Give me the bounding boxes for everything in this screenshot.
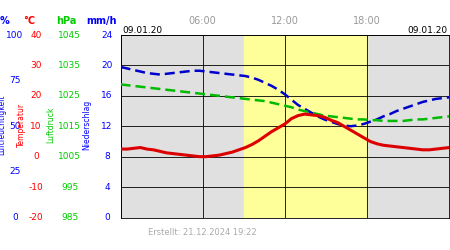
Text: Luftfeuchtigkeit: Luftfeuchtigkeit xyxy=(0,95,6,155)
Text: 995: 995 xyxy=(61,182,78,192)
Text: 09.01.20: 09.01.20 xyxy=(122,26,162,35)
Text: 1005: 1005 xyxy=(58,152,81,161)
Text: 75: 75 xyxy=(9,76,21,85)
Text: 12:00: 12:00 xyxy=(271,16,299,26)
Text: 06:00: 06:00 xyxy=(189,16,216,26)
Text: %: % xyxy=(0,16,9,26)
Text: Erstellt: 21.12.2024 19:22: Erstellt: 21.12.2024 19:22 xyxy=(148,228,257,237)
Text: -20: -20 xyxy=(29,213,43,222)
Bar xyxy=(244,35,367,218)
Text: 0: 0 xyxy=(12,213,18,222)
Text: 0: 0 xyxy=(33,152,39,161)
Text: 16: 16 xyxy=(101,91,113,100)
Text: -10: -10 xyxy=(29,182,43,192)
Text: 8: 8 xyxy=(104,152,110,161)
Text: 20: 20 xyxy=(101,61,113,70)
Text: hPa: hPa xyxy=(56,16,77,26)
Text: Niederschlag: Niederschlag xyxy=(82,100,91,150)
Text: Temperatur: Temperatur xyxy=(17,103,26,147)
Text: 09.01.20: 09.01.20 xyxy=(408,26,448,35)
Text: 985: 985 xyxy=(61,213,78,222)
Text: 24: 24 xyxy=(101,30,112,40)
Text: 25: 25 xyxy=(9,168,21,176)
Text: 1025: 1025 xyxy=(58,91,81,100)
Text: 1045: 1045 xyxy=(58,30,81,40)
Text: 0: 0 xyxy=(104,213,110,222)
Text: 1035: 1035 xyxy=(58,61,81,70)
Text: 12: 12 xyxy=(101,122,113,131)
Text: 40: 40 xyxy=(30,30,42,40)
Text: 20: 20 xyxy=(30,91,42,100)
Text: Luftdruck: Luftdruck xyxy=(46,107,55,143)
Text: 1015: 1015 xyxy=(58,122,81,131)
Text: 10: 10 xyxy=(30,122,42,131)
Text: mm/h: mm/h xyxy=(86,16,117,26)
Text: °C: °C xyxy=(23,16,35,26)
Text: 100: 100 xyxy=(6,30,23,40)
Text: 50: 50 xyxy=(9,122,21,131)
Text: 30: 30 xyxy=(30,61,42,70)
Text: 4: 4 xyxy=(104,182,110,192)
Text: 18:00: 18:00 xyxy=(353,16,381,26)
